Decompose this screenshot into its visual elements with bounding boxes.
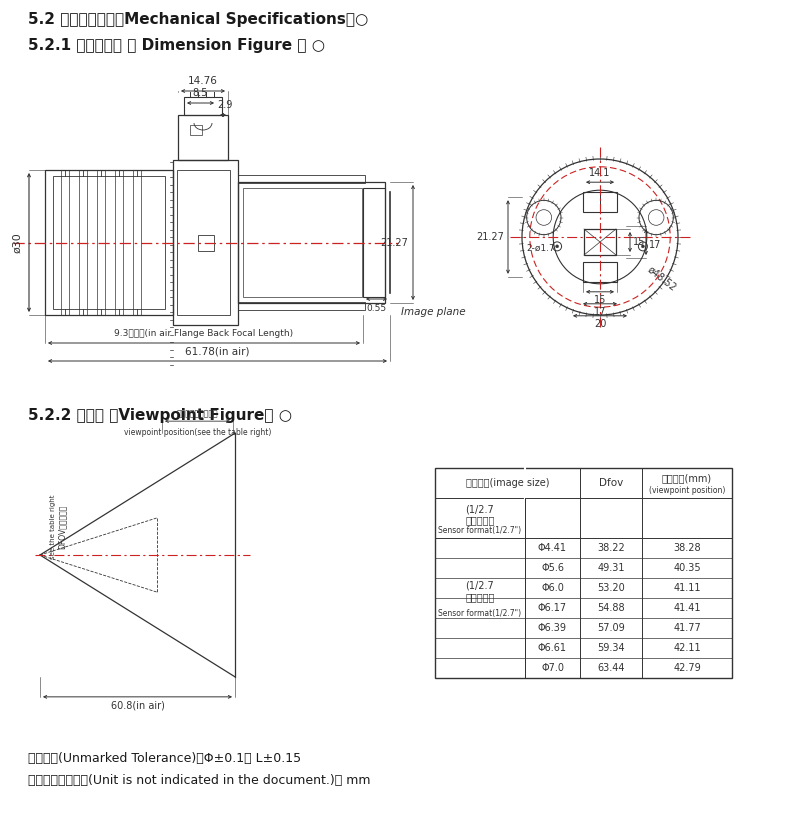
- Text: 15: 15: [594, 295, 606, 305]
- Text: 49.31: 49.31: [598, 563, 625, 573]
- Bar: [177, 170, 230, 315]
- Text: 视点位置(mm): 视点位置(mm): [662, 474, 712, 484]
- Text: 41.41: 41.41: [674, 603, 701, 613]
- Text: 视点位置（见表格）: 视点位置（见表格）: [177, 410, 218, 418]
- Text: Dfov: Dfov: [599, 478, 623, 488]
- Circle shape: [642, 245, 645, 248]
- Bar: [53, 176, 165, 309]
- Text: 41.77: 41.77: [673, 623, 701, 633]
- Text: 5.2.1 外形尺寸图 （ Dimension Figure ） ○: 5.2.1 外形尺寸图 （ Dimension Figure ） ○: [28, 38, 325, 53]
- Bar: [97, 170, 105, 315]
- Text: Sensor format(1/2.7"): Sensor format(1/2.7"): [438, 609, 522, 618]
- Text: see the table right: see the table right: [50, 494, 56, 559]
- Text: Φ6.0: Φ6.0: [541, 583, 564, 593]
- Text: 54.88: 54.88: [597, 603, 625, 613]
- Text: 61.78(in air): 61.78(in air): [186, 346, 250, 356]
- Text: 38.28: 38.28: [673, 543, 701, 553]
- Bar: [45, 170, 173, 315]
- Text: viewpoint position(see the table right): viewpoint position(see the table right): [124, 428, 271, 438]
- Bar: [584, 229, 616, 255]
- Text: 像面大小(image size): 像面大小(image size): [466, 478, 550, 488]
- Text: 17: 17: [594, 307, 606, 316]
- Text: (1/2.7
以下芯片）: (1/2.7 以下芯片）: [466, 580, 494, 602]
- Text: 57.09: 57.09: [597, 623, 625, 633]
- Text: 14.76: 14.76: [188, 76, 218, 86]
- Text: 40.35: 40.35: [673, 563, 701, 573]
- Text: 0.55: 0.55: [366, 304, 386, 313]
- Bar: [583, 262, 617, 282]
- Text: 21.27: 21.27: [380, 237, 408, 247]
- Bar: [61, 170, 69, 315]
- Text: 2-ø1.7: 2-ø1.7: [526, 243, 555, 252]
- Bar: [238, 182, 385, 303]
- Bar: [238, 175, 365, 183]
- Text: 17: 17: [649, 240, 662, 250]
- Bar: [198, 235, 214, 250]
- Text: 42.11: 42.11: [673, 643, 701, 653]
- Text: 21.27: 21.27: [476, 232, 504, 242]
- Text: Φ6.17: Φ6.17: [538, 603, 567, 613]
- Text: (viewpoint position): (viewpoint position): [649, 486, 725, 495]
- Bar: [173, 160, 238, 325]
- Bar: [363, 188, 385, 297]
- Text: ø30: ø30: [12, 232, 22, 253]
- Text: ø48.52: ø48.52: [646, 265, 678, 293]
- Text: 20: 20: [594, 319, 606, 329]
- Text: Φ7.0: Φ7.0: [541, 663, 564, 673]
- Text: 59.34: 59.34: [597, 643, 625, 653]
- Text: (1/2.7: (1/2.7: [466, 505, 494, 515]
- Text: Φ4.41: Φ4.41: [538, 543, 567, 553]
- Text: Φ6.39: Φ6.39: [538, 623, 567, 633]
- Text: 53.20: 53.20: [597, 583, 625, 593]
- Bar: [583, 192, 617, 213]
- Text: 14.1: 14.1: [590, 168, 610, 178]
- Bar: [115, 170, 123, 315]
- Text: 以下芯片）: 以下芯片）: [466, 515, 494, 525]
- Bar: [133, 170, 141, 315]
- Text: 42.79: 42.79: [673, 663, 701, 673]
- Text: Φ5.6: Φ5.6: [541, 563, 564, 573]
- Text: 未注公差(Unmarked Tolerance)：Φ±0.1， L±0.15: 未注公差(Unmarked Tolerance)：Φ±0.1， L±0.15: [28, 752, 301, 765]
- Bar: [435, 468, 732, 678]
- Text: 5.2.2 视点图 （Viewpoint Figure） ○: 5.2.2 视点图 （Viewpoint Figure） ○: [28, 408, 292, 423]
- Text: 2.9: 2.9: [218, 100, 233, 110]
- Text: 5.2 机构参数规格（Mechanical Specifications）○: 5.2 机构参数规格（Mechanical Specifications）○: [28, 12, 368, 27]
- Bar: [190, 125, 202, 135]
- Text: Sensor format(1/2.7"): Sensor format(1/2.7"): [438, 527, 522, 536]
- Bar: [178, 115, 228, 160]
- Text: 15: 15: [633, 237, 646, 247]
- Text: 38.22: 38.22: [597, 543, 625, 553]
- Text: DFOV（视场角）: DFOV（视场角）: [58, 505, 67, 549]
- Circle shape: [555, 245, 558, 248]
- Text: Φ6.61: Φ6.61: [538, 643, 567, 653]
- Bar: [243, 188, 362, 297]
- Text: Image plane: Image plane: [401, 307, 466, 317]
- Bar: [238, 302, 365, 310]
- Bar: [79, 170, 87, 315]
- Text: 60.8(in air): 60.8(in air): [110, 701, 165, 711]
- Bar: [184, 97, 222, 115]
- Text: 8.5: 8.5: [193, 88, 208, 98]
- Text: 9.3法兰距(in air Flange Back Focal Length): 9.3法兰距(in air Flange Back Focal Length): [114, 329, 294, 338]
- Text: 41.11: 41.11: [674, 583, 701, 593]
- Text: 63.44: 63.44: [598, 663, 625, 673]
- Text: 本规格书未注单位(Unit is not indicated in the document.)： mm: 本规格书未注单位(Unit is not indicated in the do…: [28, 774, 370, 787]
